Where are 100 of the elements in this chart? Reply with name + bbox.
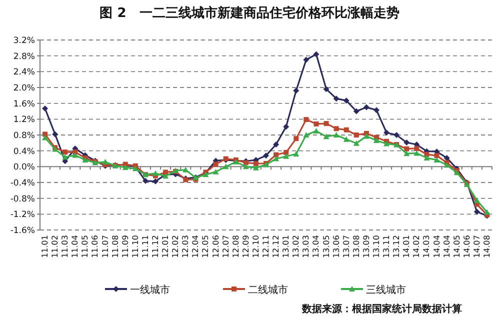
y-tick-label: 0.0% (13, 162, 35, 173)
point (434, 156, 440, 162)
x-tick-label: 12.08 (231, 235, 240, 258)
x-tick-label: 11.11 (140, 235, 150, 258)
point (404, 150, 410, 156)
point (253, 161, 258, 166)
legend-label: 一线城市 (130, 284, 170, 296)
point (474, 197, 480, 203)
point (334, 126, 339, 132)
point (353, 108, 360, 114)
x-tick-label: 13.09 (362, 235, 371, 258)
x-tick-label: 12.06 (211, 235, 220, 258)
point (294, 136, 299, 142)
x-tick-label: 13.03 (302, 235, 311, 258)
x-tick-label: 11.02 (50, 235, 60, 258)
x-tick-label: 11.10 (130, 235, 140, 258)
point (354, 132, 359, 138)
y-tick-label: 2.4% (13, 68, 35, 78)
point (474, 208, 480, 215)
x-tick-label: 11.04 (70, 235, 80, 258)
point (373, 107, 380, 114)
y-tick-label: -0.8% (10, 194, 35, 204)
y-tick-label: 1.2% (13, 115, 35, 126)
point (414, 146, 420, 151)
x-tick-label: 12.09 (241, 235, 250, 258)
legend-label: 三线城市 (366, 284, 406, 296)
x-tick-label: 11.03 (60, 235, 70, 258)
point (314, 121, 319, 126)
point (62, 154, 68, 160)
point (344, 127, 349, 132)
point (343, 136, 350, 142)
point (333, 132, 340, 138)
point (363, 104, 370, 110)
point (343, 98, 350, 104)
x-tick-label: 14.08 (482, 235, 492, 258)
point (263, 152, 269, 159)
x-tick-label: 11.07 (100, 235, 110, 258)
x-tick-label: 12.07 (221, 235, 230, 258)
point (404, 146, 410, 152)
point (62, 150, 68, 155)
y-tick-label: -1.6% (10, 226, 35, 236)
point (324, 121, 329, 126)
x-tick-label: 13.04 (312, 235, 321, 258)
point (384, 140, 390, 146)
legend-label: 二线城市 (248, 284, 288, 296)
point (42, 134, 48, 140)
point (163, 170, 168, 175)
point (252, 164, 259, 170)
point (353, 140, 360, 146)
point (273, 142, 280, 148)
x-tick-label: 11.06 (90, 235, 100, 258)
point (293, 151, 300, 156)
x-tick-label: 12.03 (181, 235, 190, 258)
x-tick-label: 13.01 (282, 235, 291, 258)
x-tick-label: 13.06 (332, 235, 341, 258)
x-tick-label: 13.12 (392, 235, 402, 258)
x-tick-label: 11.12 (151, 235, 160, 258)
point (102, 158, 108, 164)
x-tick-label: 12.10 (251, 235, 260, 258)
point (444, 162, 450, 168)
x-tick-label: 14.07 (472, 235, 482, 258)
x-tick-label: 14.06 (462, 235, 472, 258)
y-tick-label: 0.8% (13, 131, 35, 141)
y-tick-label: -1.2% (10, 210, 35, 220)
chart-title: 图 2 一二三线城市新建商品住宅价格环比涨幅走势 (100, 5, 400, 21)
point (274, 152, 279, 158)
point (152, 170, 159, 176)
point (333, 96, 340, 102)
x-tick-label: 14.01 (402, 235, 412, 258)
point (323, 134, 330, 140)
point (293, 88, 300, 94)
point (303, 132, 310, 138)
x-tick-label: 14.04 (442, 235, 452, 258)
point (414, 150, 420, 156)
y-tick-label: 0.4% (13, 146, 35, 157)
x-tick-label: 11.09 (120, 235, 130, 258)
x-tick-label: 12.12 (272, 235, 281, 258)
x-tick-label: 14.05 (452, 235, 462, 258)
point (42, 132, 48, 137)
point (213, 162, 218, 167)
point (303, 56, 310, 63)
point (304, 117, 309, 122)
y-tick-label: -0.4% (10, 178, 35, 188)
y-tick-label: 1.6% (13, 99, 35, 110)
x-tick-label: 11.01 (40, 235, 50, 258)
point (72, 152, 78, 158)
point (404, 140, 410, 146)
x-tick-label: 11.05 (80, 235, 90, 258)
x-tick-label: 13.02 (292, 235, 301, 258)
point (323, 86, 330, 92)
point (212, 168, 219, 174)
x-tick-label: 13.11 (382, 235, 392, 258)
point (384, 130, 390, 136)
x-tick-label: 12.04 (191, 235, 200, 258)
y-tick-label: 3.2% (13, 36, 35, 46)
point (42, 105, 48, 112)
point (52, 131, 58, 138)
point (242, 164, 249, 170)
point (373, 138, 380, 144)
point (152, 178, 159, 184)
